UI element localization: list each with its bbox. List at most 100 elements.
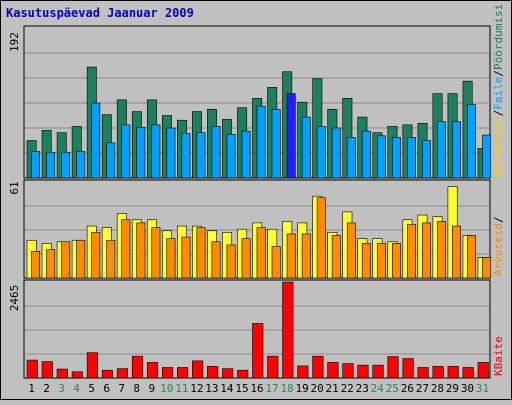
files-bar: [376, 135, 386, 179]
kbytes-bar: [462, 367, 474, 379]
files-bar: [301, 116, 311, 179]
files-bar: [482, 134, 492, 179]
legend-files: Faile: [492, 77, 505, 110]
files-bar: [407, 137, 416, 179]
files-bar: [391, 137, 401, 179]
day-label: 16: [250, 382, 263, 395]
kbytes-bar: [432, 366, 444, 379]
legend-sep-2: /: [492, 70, 505, 77]
kbytes-bar: [237, 369, 249, 379]
day-label: 20: [311, 382, 324, 395]
kbytes-bar: [26, 359, 38, 379]
files-bar: [46, 151, 56, 179]
files-bar: [331, 127, 341, 179]
files-bar: [286, 93, 296, 179]
hosts-bar: [226, 244, 236, 279]
hosts-bar: [467, 235, 477, 279]
day-label: 24: [371, 382, 385, 395]
hosts-bar: [136, 222, 146, 279]
files-bar: [452, 121, 461, 179]
day-label: 23: [356, 382, 369, 395]
files-bar: [437, 121, 446, 179]
hosts-bar: [61, 241, 71, 279]
legend-top: Külastusi/Faile/Pöördumisi: [492, 4, 505, 176]
hosts-bar: [271, 246, 281, 279]
hosts-bar: [166, 238, 176, 279]
hosts-bar: [91, 232, 101, 279]
hosts-bar: [241, 238, 251, 279]
legend-sep-1: /: [492, 110, 505, 117]
day-label: 7: [118, 382, 125, 395]
kbytes-bar: [86, 352, 98, 379]
legend-kbytes: KBaite: [492, 336, 505, 376]
day-label: 5: [88, 382, 95, 395]
y-max-label-bottom: 2465: [8, 285, 21, 312]
hosts-bar: [46, 249, 56, 279]
kbytes-bar: [222, 368, 234, 379]
day-label: 2: [43, 382, 50, 395]
hosts-bar: [331, 235, 341, 279]
legend-visits: Külastusi: [492, 116, 505, 176]
day-label: 14: [220, 382, 234, 395]
files-bar: [151, 124, 161, 179]
day-label: 25: [386, 382, 399, 395]
day-label: 15: [235, 382, 248, 395]
files-bar: [361, 130, 371, 179]
kbytes-bar: [402, 358, 414, 379]
hosts-bar: [407, 224, 416, 279]
kbytes-bar: [101, 369, 113, 379]
files-bar: [211, 126, 221, 179]
y-max-label-middle: 61: [8, 181, 21, 194]
files-bar: [61, 151, 71, 179]
files-bar: [467, 104, 477, 179]
kbytes-bar: [116, 368, 129, 379]
day-label: 21: [326, 382, 339, 395]
hosts-bar: [196, 227, 206, 279]
legend-middle: Arvuteid/: [492, 216, 505, 276]
hosts-bar: [256, 227, 266, 279]
hosts-bar: [181, 236, 191, 279]
day-label: 9: [148, 382, 155, 395]
kbytes-bar: [312, 355, 324, 379]
legend-sep-3: /: [492, 216, 505, 223]
day-label: 29: [446, 382, 459, 395]
legend-hosts: Arvuteid: [492, 223, 505, 276]
hosts-bar: [211, 241, 221, 279]
day-label: 12: [190, 382, 203, 395]
day-label: 8: [133, 382, 140, 395]
hosts-bar: [121, 219, 131, 279]
kbytes-bar: [192, 360, 204, 379]
day-label: 11: [175, 382, 188, 395]
day-label: 1: [28, 382, 35, 395]
files-bar: [346, 137, 356, 179]
labels-layer: 1 2 3 4 5 6 7 8 9 10 11 12 13 14 15 16 17 18 19 20 21 22 23 24 2…: [28, 382, 489, 395]
hosts-bar: [361, 243, 371, 279]
kbytes-bar: [282, 281, 294, 379]
kbytes-bar: [477, 362, 489, 379]
day-label: 22: [341, 382, 354, 395]
y-max-label-top: 192: [8, 32, 21, 52]
kbytes-bar: [417, 367, 429, 379]
hosts-bar: [452, 225, 461, 279]
files-bar: [422, 140, 431, 179]
kbytes-bar: [41, 361, 53, 379]
files-bar: [226, 133, 236, 179]
kbytes-bar: [327, 362, 339, 379]
files-bar: [31, 151, 41, 179]
bars-layer: [26, 66, 492, 379]
hosts-bar: [482, 257, 492, 279]
files-bar: [166, 127, 176, 179]
files-bar: [271, 108, 281, 179]
files-bar: [256, 105, 266, 179]
day-label: 4: [73, 382, 80, 395]
hosts-bar: [346, 222, 356, 279]
kbytes-bar: [297, 365, 309, 379]
legend-pages: Pöördumisi: [492, 4, 505, 70]
files-bar: [91, 102, 101, 179]
hosts-bar: [437, 221, 446, 279]
hosts-bar: [151, 227, 161, 279]
day-label: 26: [401, 382, 414, 395]
day-label: 31: [476, 382, 489, 395]
day-label: 10: [160, 382, 173, 395]
